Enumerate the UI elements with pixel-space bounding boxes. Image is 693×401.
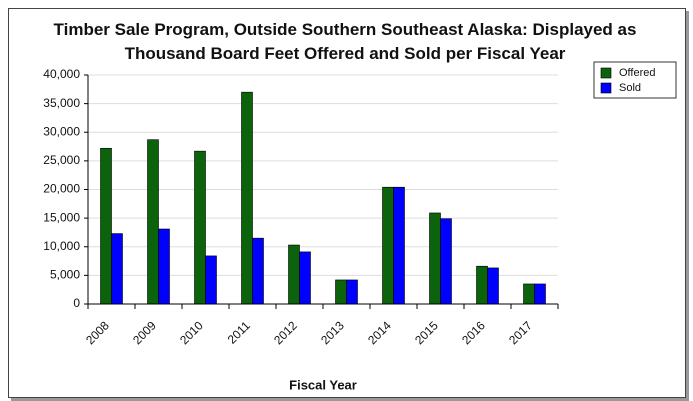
- bar: [100, 147, 112, 305]
- bar: [158, 228, 170, 305]
- bar: [382, 186, 394, 305]
- x-tick-label: 2010: [177, 318, 206, 347]
- bar: [476, 265, 488, 305]
- legend-label: Sold: [619, 82, 641, 94]
- y-tick-label: 5,000: [50, 268, 80, 282]
- y-tick-label: 40,000: [43, 67, 80, 81]
- y-tick-label: 25,000: [43, 153, 80, 167]
- legend-label: Offered: [619, 67, 656, 79]
- bar: [299, 251, 311, 305]
- bar: [147, 139, 159, 305]
- bar: [393, 186, 405, 305]
- y-tick-label: 30,000: [43, 124, 80, 138]
- y-tick-label: 15,000: [43, 210, 80, 224]
- bar: [346, 279, 358, 305]
- x-tick-label: 2017: [506, 318, 535, 347]
- legend-swatch: [600, 67, 612, 79]
- legend-swatch: [600, 82, 612, 94]
- bar: [111, 233, 123, 305]
- bar: [241, 91, 253, 305]
- bar: [440, 218, 452, 305]
- x-tick-label: 2016: [459, 318, 488, 347]
- bar: [288, 244, 300, 305]
- y-tick-label: 10,000: [43, 239, 80, 253]
- x-tick-label: 2009: [130, 318, 159, 347]
- x-tick-label: 2015: [412, 318, 441, 347]
- chart-frame: [8, 8, 686, 398]
- bar: [534, 283, 546, 305]
- bar: [194, 150, 206, 305]
- chart-title: Timber Sale Program, Outside Southern So…: [53, 20, 637, 63]
- x-tick-label: 2008: [83, 318, 112, 347]
- x-axis-label: Fiscal Year: [289, 377, 357, 392]
- bar: [487, 267, 499, 305]
- y-tick-label: 35,000: [43, 96, 80, 110]
- x-tick-label: 2014: [365, 318, 394, 347]
- x-tick-label: 2011: [225, 318, 253, 346]
- bar: [252, 237, 264, 305]
- bar: [523, 283, 535, 305]
- y-tick-label: 0: [73, 296, 80, 310]
- x-tick-label: 2013: [318, 318, 347, 347]
- bar: [429, 212, 441, 305]
- bar: [335, 279, 347, 305]
- bar: [205, 255, 217, 305]
- x-tick-label: 2012: [271, 318, 300, 347]
- y-tick-label: 20,000: [43, 182, 80, 196]
